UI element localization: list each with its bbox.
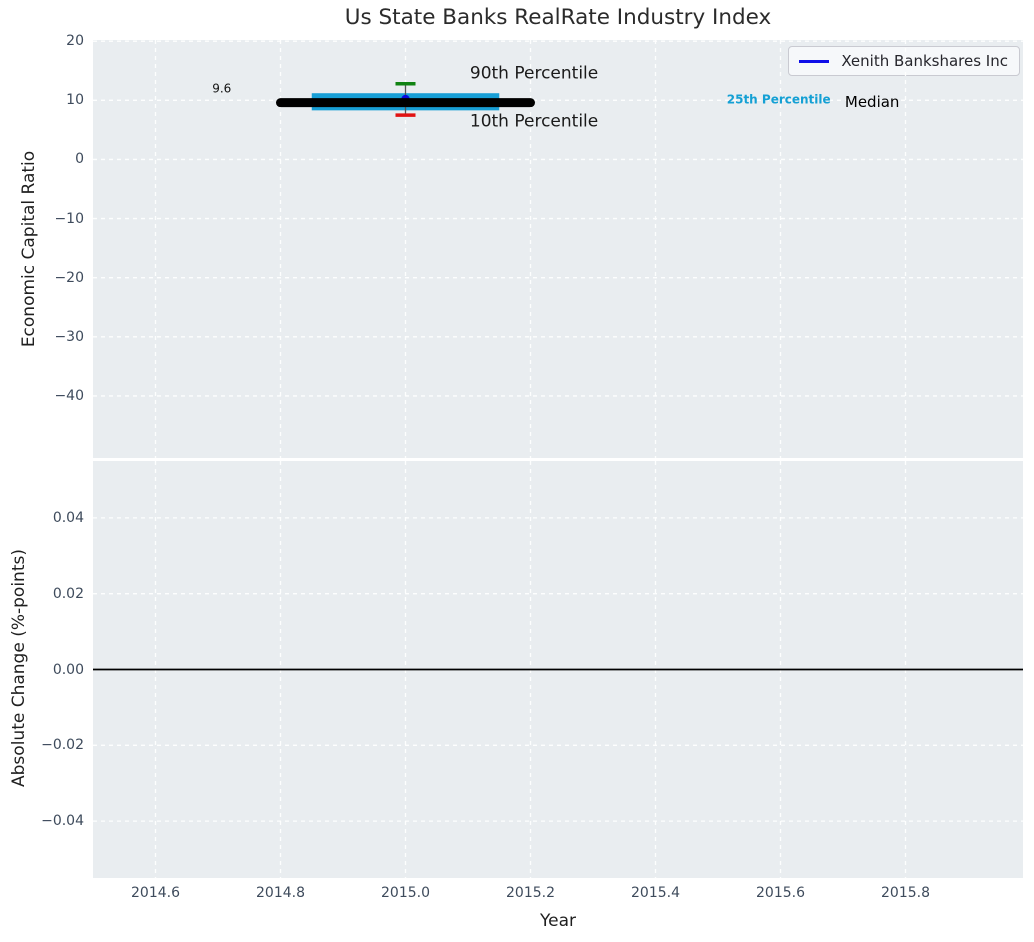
legend-label: Xenith Bankshares Inc xyxy=(841,52,1008,70)
y-tick-label: 20 xyxy=(66,33,84,50)
y-tick-label: −40 xyxy=(54,387,84,404)
y-tick-label: 0 xyxy=(75,151,84,168)
annotation: Median xyxy=(844,92,900,111)
x-tick-label: 2015.6 xyxy=(756,885,805,901)
x-tick-label: 2014.6 xyxy=(131,885,180,901)
y-tick-label: 0.04 xyxy=(52,509,84,526)
y-tick-label: −0.04 xyxy=(41,813,84,830)
x-tick-label: 2015.4 xyxy=(631,885,680,901)
x-axis-label: Year xyxy=(540,911,576,931)
top-plot-area: Xenith Bankshares Inc 9.6 90th Percentile… xyxy=(93,40,1023,458)
x-tick-label: 2015.0 xyxy=(381,885,430,901)
legend-line-swatch xyxy=(799,59,830,63)
y-tick-label: −20 xyxy=(54,269,84,286)
annotation: 90th Percentile xyxy=(469,63,599,84)
y-tick-label: −10 xyxy=(54,210,84,227)
bottom-plot-canvas xyxy=(93,461,1023,878)
y-tick-label: 0.00 xyxy=(52,661,84,678)
x-tick-label: 2015.8 xyxy=(881,885,930,901)
chart-title: Us State Banks RealRate Industry Index xyxy=(344,5,772,30)
y-tick-label: 10 xyxy=(66,92,84,109)
y-tick-label: −0.02 xyxy=(41,737,84,754)
x-tick-label: 2014.8 xyxy=(256,885,305,901)
top-plot-canvas xyxy=(93,40,1023,458)
bottom-plot-area xyxy=(93,461,1023,878)
annotation: 10th Percentile xyxy=(469,111,599,132)
annotation: 25th Percentile xyxy=(726,92,831,107)
y-tick-label: −30 xyxy=(54,328,84,345)
legend: Xenith Bankshares Inc xyxy=(788,46,1020,76)
annotation: 9.6 xyxy=(212,81,232,96)
x-tick-label: 2015.2 xyxy=(506,885,555,901)
y-tick-label: 0.02 xyxy=(52,585,84,602)
y-axis-label-top: Economic Capital Ratio xyxy=(19,150,39,348)
